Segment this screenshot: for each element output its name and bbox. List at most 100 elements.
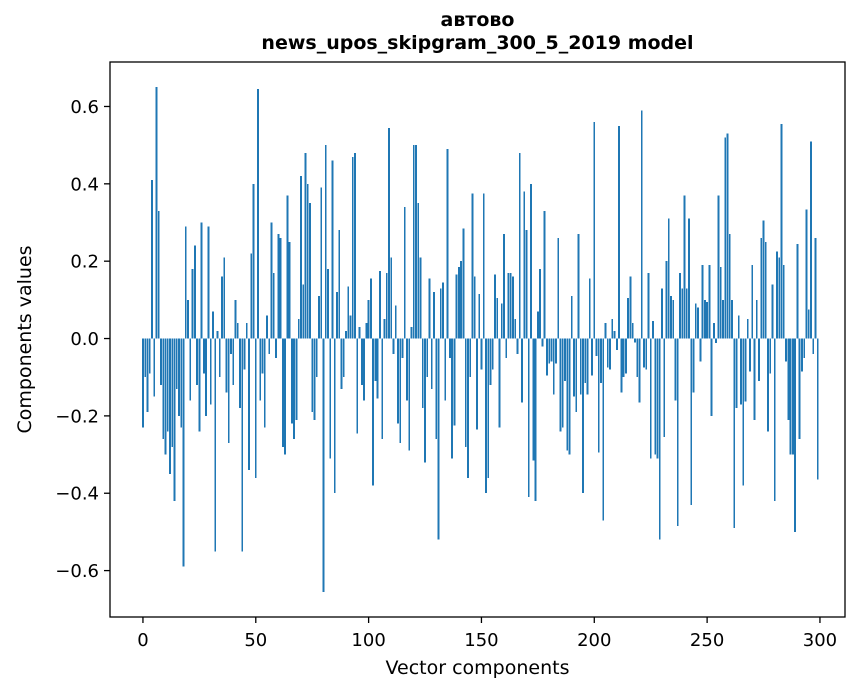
bar (442, 282, 444, 339)
y-tick-label: −0.2 (55, 406, 99, 427)
bar (618, 125, 621, 339)
bar (184, 226, 187, 339)
x-tick-label: 250 (690, 630, 724, 651)
bar (196, 338, 199, 385)
bar (435, 338, 438, 440)
bar (652, 321, 654, 339)
bar (151, 179, 153, 339)
bar (261, 338, 264, 374)
bar (363, 338, 365, 401)
bar (523, 191, 526, 339)
bar (320, 187, 323, 339)
bar (230, 338, 232, 354)
bar (749, 338, 751, 372)
bar (200, 222, 203, 339)
bar (814, 237, 817, 339)
bar (816, 338, 819, 480)
bar (665, 261, 668, 339)
bar (331, 160, 334, 339)
bar (803, 338, 806, 358)
bar (780, 123, 783, 339)
bar (142, 338, 144, 428)
bar (329, 338, 332, 459)
bar (810, 141, 812, 339)
bar (198, 338, 201, 432)
bar (457, 266, 460, 339)
bar (507, 272, 510, 339)
bar (374, 338, 377, 382)
bar (315, 338, 318, 378)
bar (521, 338, 523, 403)
bar (327, 268, 329, 339)
bar (805, 209, 808, 339)
bar (624, 338, 627, 374)
bar (638, 338, 641, 403)
bar (304, 152, 307, 339)
bar (485, 338, 487, 494)
bar (243, 338, 246, 370)
chart-title: автово (441, 9, 515, 31)
bar (160, 338, 162, 385)
bar (383, 319, 386, 339)
bar (710, 338, 713, 416)
y-tick-label: −0.6 (55, 561, 99, 582)
bar (467, 338, 469, 478)
bar (444, 338, 447, 401)
bar (796, 243, 799, 339)
bar (615, 338, 618, 351)
bar (426, 338, 429, 378)
bar (532, 338, 535, 461)
bar (536, 311, 539, 339)
bar (557, 237, 560, 339)
bar (573, 338, 575, 397)
bar (245, 323, 248, 339)
bar (290, 338, 293, 424)
bar (631, 323, 634, 339)
bar (588, 278, 591, 339)
bar (584, 338, 587, 384)
bar (437, 338, 440, 540)
bar (169, 338, 171, 474)
bar (392, 338, 395, 354)
bar (471, 193, 474, 339)
bar (412, 145, 415, 339)
bar (286, 195, 289, 339)
bar (293, 338, 296, 440)
bar (744, 338, 747, 402)
bar (679, 272, 681, 339)
bar (776, 251, 778, 339)
bar (568, 338, 571, 455)
bar (394, 305, 397, 339)
bar (270, 222, 273, 339)
x-tick-label: 100 (351, 630, 385, 651)
bar (516, 338, 519, 354)
bar (419, 257, 422, 339)
bar (421, 338, 424, 409)
bar (762, 220, 765, 339)
bar (593, 121, 596, 339)
bar (148, 338, 151, 374)
bar (345, 330, 347, 339)
bar (358, 326, 361, 339)
bar (209, 338, 212, 405)
bar (755, 299, 758, 339)
bar (724, 137, 727, 339)
x-tick-label: 150 (464, 630, 498, 651)
bar (773, 338, 776, 501)
bar (162, 338, 165, 440)
bar (656, 338, 659, 459)
bar (166, 338, 169, 432)
bar (433, 292, 435, 339)
bar (157, 210, 160, 339)
bar (597, 338, 600, 453)
bar (649, 338, 652, 459)
bar (722, 299, 724, 339)
bar (180, 338, 183, 428)
bar (277, 234, 280, 339)
bar (448, 338, 451, 358)
bar (252, 183, 255, 339)
bar (500, 303, 503, 339)
bar (530, 183, 532, 339)
bar (629, 276, 632, 339)
